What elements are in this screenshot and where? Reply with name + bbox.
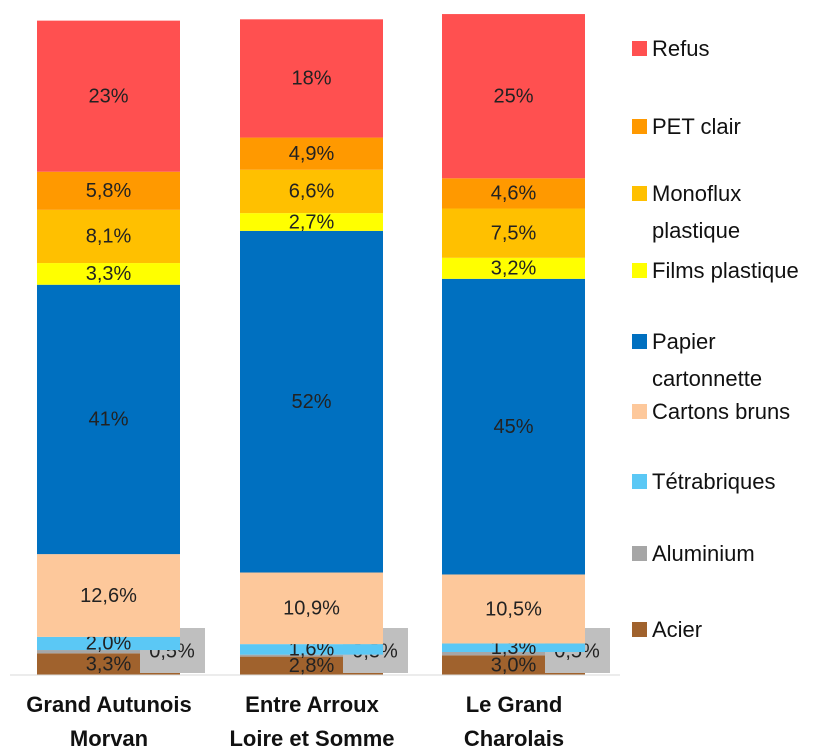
legend-label: PET clair xyxy=(652,114,741,139)
data-label: 8,1% xyxy=(86,226,132,248)
legend-label: Refus xyxy=(652,36,710,61)
bar-segment xyxy=(442,14,585,179)
bar-segment xyxy=(442,652,585,656)
legend-swatch xyxy=(632,622,647,637)
bar-segment xyxy=(37,20,180,172)
data-label: 2,0% xyxy=(86,633,132,655)
x-tick-label: Entre Arroux Loire et Somme xyxy=(229,692,395,751)
legend-label: Films plastique xyxy=(652,258,799,283)
legend-swatch xyxy=(632,186,647,201)
data-label: 10,9% xyxy=(283,598,340,620)
bar-segment xyxy=(442,643,585,653)
data-label: 3,0% xyxy=(491,654,537,676)
legend-label: Monoflux plastique xyxy=(652,181,742,243)
data-label: 12,6% xyxy=(80,585,137,607)
bar-segment xyxy=(240,213,383,231)
bar-segment xyxy=(37,636,180,651)
data-label: 1,6% xyxy=(289,639,335,661)
data-label: 5,8% xyxy=(86,180,132,202)
legend-label: Acier xyxy=(652,617,703,642)
bar-segment xyxy=(37,263,180,285)
x-tick-label: Le Grand Charolais xyxy=(463,692,565,751)
bar-segment xyxy=(442,574,585,644)
legend-label: Tétrabriques xyxy=(652,469,776,494)
bar-segment xyxy=(240,654,383,657)
bar-segment xyxy=(37,650,180,654)
data-label: 3,3% xyxy=(86,263,132,285)
bar-segment xyxy=(37,554,180,637)
legend-swatch xyxy=(632,404,647,419)
legend-label: Aluminium xyxy=(652,541,755,566)
bar-segment xyxy=(442,178,585,209)
data-label: 23% xyxy=(88,85,128,107)
legend-swatch xyxy=(632,119,647,134)
bar-segment xyxy=(37,284,180,555)
bar-segment xyxy=(442,278,585,575)
data-label: 3,2% xyxy=(491,258,537,280)
bar-segment xyxy=(442,257,585,279)
data-label: 41% xyxy=(88,409,128,431)
bar-segment xyxy=(240,137,383,170)
legend-swatch xyxy=(632,41,647,56)
bar-segment xyxy=(442,208,585,258)
legend-swatch xyxy=(632,474,647,489)
data-label: 45% xyxy=(493,416,533,438)
legend-swatch xyxy=(632,263,647,278)
data-label: 25% xyxy=(493,85,533,107)
data-label: 52% xyxy=(291,391,331,413)
bar-segment xyxy=(240,19,383,138)
bar-segment xyxy=(37,171,180,210)
legend-label: Cartons bruns xyxy=(652,399,791,424)
data-label: 4,9% xyxy=(289,143,335,165)
data-label: 6,6% xyxy=(289,181,335,203)
legend-swatch xyxy=(632,546,647,561)
bar-segment xyxy=(240,644,383,655)
bar-segment xyxy=(240,572,383,645)
data-label: 2,7% xyxy=(289,211,335,233)
data-label: 18% xyxy=(291,68,331,90)
data-label: 3,3% xyxy=(86,653,132,675)
legend-label: Papier cartonnette xyxy=(652,329,763,391)
data-label: 7,5% xyxy=(491,222,537,244)
legend-swatch xyxy=(632,334,647,349)
bar-segment xyxy=(37,209,180,264)
data-label: 2,8% xyxy=(289,655,335,677)
data-label: 10,5% xyxy=(485,598,542,620)
x-tick-label: Grand Autunois Morvan xyxy=(26,692,192,751)
data-label: 4,6% xyxy=(491,183,537,205)
bar-segment xyxy=(240,230,383,573)
bar-segment xyxy=(240,169,383,214)
